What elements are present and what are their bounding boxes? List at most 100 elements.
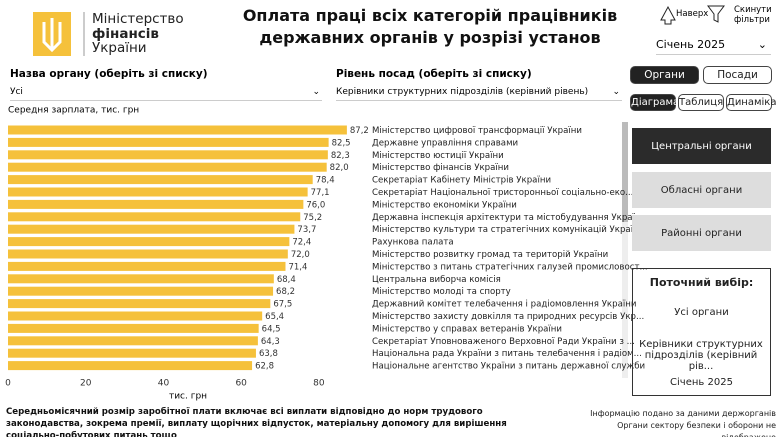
footer-source: Інформацію подано за даними держорганів … bbox=[566, 408, 776, 437]
category-label: Міністерство економіки України bbox=[372, 200, 517, 210]
category-label: Державний комітет телебачення і радіомов… bbox=[372, 300, 636, 310]
bar bbox=[8, 286, 274, 296]
x-tick-label: 0 bbox=[5, 379, 11, 389]
category-label: Рахункова палата bbox=[372, 238, 454, 248]
category-label: Міністерство культури та стратегічних ко… bbox=[372, 225, 644, 235]
x-axis-label: тис. грн bbox=[169, 392, 207, 402]
tab-button[interactable]: Посади bbox=[703, 66, 772, 84]
filter-value: Керівники структурних підрозділів (керів… bbox=[336, 87, 589, 97]
filter-icon bbox=[707, 5, 725, 23]
view-button[interactable]: Таблиця bbox=[678, 94, 724, 111]
level-button[interactable]: Обласні органи bbox=[632, 172, 771, 208]
category-label: Національна рада України з питань телеба… bbox=[372, 349, 642, 359]
logo-line: Міністерство bbox=[92, 11, 184, 27]
value-label: 73,7 bbox=[297, 225, 316, 235]
category-label: Центральна виборча комісія bbox=[372, 275, 501, 285]
source-line: Інформацію подано за даними держорганів bbox=[590, 409, 776, 418]
bar bbox=[8, 311, 263, 321]
tab-button[interactable]: Органи bbox=[630, 66, 699, 84]
filter-label: Рівень посад (оберіть зі списку) bbox=[336, 68, 532, 80]
view-button[interactable]: Діаграма bbox=[630, 94, 679, 111]
category-label: Міністерство цифрової трансформації Укра… bbox=[372, 126, 582, 136]
value-label: 82,3 bbox=[331, 151, 350, 161]
logo-trident bbox=[42, 18, 62, 53]
bar bbox=[8, 237, 290, 247]
bar bbox=[8, 150, 328, 160]
value-label: 68,4 bbox=[277, 275, 296, 285]
category-label: Секретаріат Уповноваженого Верховної Рад… bbox=[372, 337, 635, 347]
filter-value: Усі bbox=[10, 87, 23, 97]
filter-label: Назва органу (оберіть зі списку) bbox=[10, 68, 208, 80]
value-label: 82,5 bbox=[332, 138, 351, 148]
bar bbox=[8, 299, 271, 309]
level-button[interactable]: Районні органи bbox=[632, 215, 771, 251]
value-label: 62,8 bbox=[255, 362, 274, 372]
footer-note: Середньомісячний розмір заробітної плати… bbox=[6, 407, 507, 437]
bar bbox=[8, 212, 301, 222]
value-label: 63,8 bbox=[259, 349, 278, 359]
bar bbox=[8, 249, 288, 259]
category-label: Міністерство молоді та спорту bbox=[372, 287, 511, 297]
value-label: 87,2 bbox=[350, 126, 369, 136]
scrollbar[interactable] bbox=[622, 122, 628, 378]
bar bbox=[8, 361, 253, 371]
value-label: 65,4 bbox=[265, 312, 284, 322]
filter-dropdown[interactable]: Усі ⌄ bbox=[10, 84, 322, 101]
category-label: Міністерство з питань стратегічних галуз… bbox=[372, 262, 648, 272]
scroll-thumb[interactable] bbox=[622, 122, 628, 222]
bar bbox=[8, 175, 313, 185]
value-label: 72,4 bbox=[292, 238, 311, 248]
value-label: 67,5 bbox=[273, 300, 292, 310]
value-label: 64,3 bbox=[261, 337, 280, 347]
value-label: 77,1 bbox=[311, 188, 330, 198]
view-button[interactable]: Динаміка bbox=[726, 94, 776, 111]
period-dropdown[interactable]: Січень 2025 ⌄ bbox=[656, 36, 771, 55]
bar bbox=[8, 261, 286, 271]
x-tick-label: 40 bbox=[158, 379, 170, 389]
bar bbox=[8, 323, 259, 333]
value-label: 75,2 bbox=[303, 213, 322, 223]
bar bbox=[8, 199, 304, 209]
bar bbox=[8, 348, 256, 358]
top-button[interactable]: Скинути фільтри bbox=[734, 5, 772, 25]
period: Січень 2025 bbox=[656, 38, 726, 51]
category-label: Секретаріат Кабінету Міністрів України bbox=[372, 176, 551, 186]
bar bbox=[8, 125, 347, 135]
level-button[interactable]: Центральні органи bbox=[632, 128, 771, 164]
value-label: 68,2 bbox=[276, 287, 295, 297]
category-label: Міністерство розвитку громад та територі… bbox=[372, 250, 608, 260]
value-label: 71,4 bbox=[288, 262, 307, 272]
bar bbox=[8, 187, 308, 197]
y-axis-label: Середня зарплата, тис. грн bbox=[8, 106, 139, 116]
category-label: Національне агентство України з питань д… bbox=[372, 362, 645, 372]
category-label: Міністерство у справах ветеранів України bbox=[372, 324, 562, 334]
logo-text: Міністерство фінансів України bbox=[92, 12, 184, 56]
value-label: 82,0 bbox=[330, 163, 349, 173]
title: Оплата праці всіх категорій працівників … bbox=[242, 6, 618, 47]
value-label: 76,0 bbox=[306, 200, 325, 210]
bar bbox=[8, 274, 274, 284]
bar bbox=[8, 336, 258, 346]
selection-box bbox=[632, 268, 771, 396]
chevron: ⌄ bbox=[757, 38, 767, 51]
filter-dropdown[interactable]: Керівники структурних підрозділів (керів… bbox=[336, 84, 622, 101]
category-label: Міністерство фінансів України bbox=[372, 163, 509, 173]
value-label: 72,0 bbox=[291, 250, 310, 260]
x-tick-label: 60 bbox=[235, 379, 247, 389]
chevron: ⌄ bbox=[312, 87, 320, 97]
value-label: 78,4 bbox=[316, 176, 335, 186]
logo-line: України bbox=[92, 40, 147, 56]
selection-title: Поточний вибір: bbox=[649, 276, 754, 289]
category-label: Міністерство захисту довкілля та природн… bbox=[372, 312, 644, 322]
up-icon bbox=[660, 5, 676, 25]
category-label: Державне управління справами bbox=[372, 138, 518, 148]
category-label: Державна інспекція архітектури та містоб… bbox=[372, 213, 646, 223]
x-tick-label: 20 bbox=[80, 379, 92, 389]
bar bbox=[8, 224, 295, 234]
value-label: 64,5 bbox=[262, 324, 281, 334]
selection-item: Керівники структурних підрозділів (керів… bbox=[639, 339, 763, 372]
top-button[interactable]: Наверх bbox=[676, 9, 709, 19]
bar bbox=[8, 137, 329, 147]
